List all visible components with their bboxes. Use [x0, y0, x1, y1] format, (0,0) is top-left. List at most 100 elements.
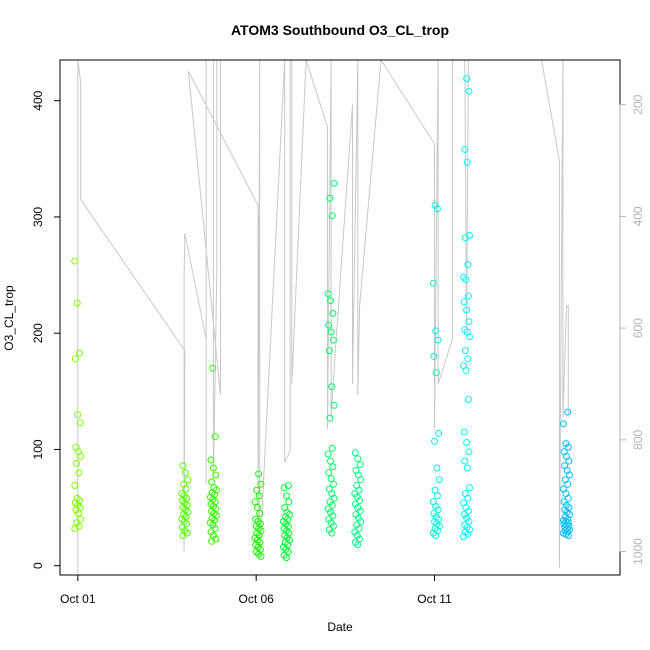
- data-point: [252, 515, 260, 523]
- data-point: [464, 396, 472, 403]
- data-point: [464, 494, 472, 502]
- data-point: [562, 440, 570, 448]
- data-point: [431, 486, 439, 494]
- data-point: [564, 443, 572, 451]
- data-point: [71, 482, 79, 489]
- data-point: [328, 383, 336, 391]
- data-point: [431, 437, 438, 445]
- data-point: [460, 533, 468, 541]
- data-point: [211, 516, 219, 524]
- data-point: [431, 518, 438, 525]
- data-point: [463, 464, 471, 472]
- data-point: [255, 470, 263, 478]
- data-point: [561, 506, 569, 514]
- data-point: [76, 349, 84, 357]
- data-point: [354, 504, 362, 512]
- data-point: [208, 514, 216, 522]
- data-point: [564, 528, 572, 536]
- data-point: [466, 484, 474, 492]
- data-point: [351, 538, 359, 546]
- left-axis: 0 100 200 300 400: [31, 90, 60, 569]
- data-point: [330, 480, 337, 488]
- data-point: [354, 455, 362, 463]
- data-point: [211, 525, 219, 532]
- points-layer: [71, 75, 573, 562]
- data-point: [71, 499, 79, 507]
- data-point: [181, 499, 189, 507]
- data-point: [75, 469, 83, 477]
- data-point: [325, 469, 333, 477]
- data-point: [252, 548, 260, 556]
- data-point: [460, 511, 468, 518]
- data-point: [209, 521, 217, 529]
- data-point: [286, 536, 293, 544]
- data-point: [356, 507, 364, 515]
- data-point: [282, 520, 290, 528]
- data-point: [255, 550, 263, 558]
- data-point: [325, 347, 333, 355]
- data-point: [328, 212, 336, 220]
- data-point: [435, 476, 443, 484]
- data-point: [281, 513, 289, 521]
- data-point: [461, 457, 469, 465]
- data-point: [432, 532, 440, 539]
- data-point: [460, 298, 468, 306]
- y-tick-label: 100: [31, 439, 45, 459]
- data-point: [183, 520, 191, 528]
- data-point: [325, 321, 333, 329]
- data-point: [280, 525, 288, 532]
- data-point: [207, 500, 215, 508]
- data-point: [564, 532, 572, 539]
- data-point: [433, 520, 441, 528]
- data-point: [181, 469, 189, 477]
- data-point: [354, 541, 362, 549]
- data-point: [179, 462, 187, 470]
- data-point: [284, 482, 292, 489]
- data-point: [256, 545, 264, 553]
- data-point: [356, 461, 364, 469]
- data-point: [284, 515, 292, 523]
- data-point: [77, 452, 85, 460]
- data-point: [464, 530, 472, 538]
- data-point: [351, 490, 359, 498]
- data-point: [460, 428, 468, 436]
- data-point: [182, 485, 190, 493]
- y-tick-label: 300: [31, 207, 45, 227]
- data-point: [327, 508, 334, 516]
- data-point: [563, 508, 571, 516]
- data-point: [325, 515, 333, 523]
- data-point: [212, 512, 220, 520]
- data-point: [283, 492, 290, 500]
- pressure-layer: [77, 58, 569, 574]
- data-point: [465, 318, 473, 326]
- data-point: [351, 500, 359, 508]
- data-point: [461, 528, 469, 536]
- data-point: [253, 486, 261, 494]
- data-point: [327, 297, 334, 305]
- data-point: [434, 336, 442, 344]
- data-point: [431, 525, 439, 532]
- data-point: [351, 528, 359, 536]
- data-point: [178, 515, 186, 523]
- data-point: [251, 498, 259, 506]
- data-point: [563, 501, 570, 509]
- data-point: [357, 476, 365, 484]
- data-point: [73, 494, 81, 502]
- data-point: [254, 543, 262, 551]
- data-point: [212, 471, 220, 479]
- data-point: [209, 464, 217, 472]
- data-point: [257, 480, 265, 488]
- data-point: [206, 493, 214, 501]
- data-point: [251, 534, 259, 542]
- data-point: [356, 497, 364, 505]
- data-point: [257, 552, 265, 560]
- series-oct-08: [324, 179, 338, 537]
- data-point: [76, 419, 84, 427]
- data-point: [326, 414, 334, 422]
- data-point: [466, 333, 474, 341]
- data-point: [465, 448, 473, 456]
- data-point: [179, 504, 187, 512]
- data-point: [280, 551, 288, 559]
- data-point: [280, 543, 287, 551]
